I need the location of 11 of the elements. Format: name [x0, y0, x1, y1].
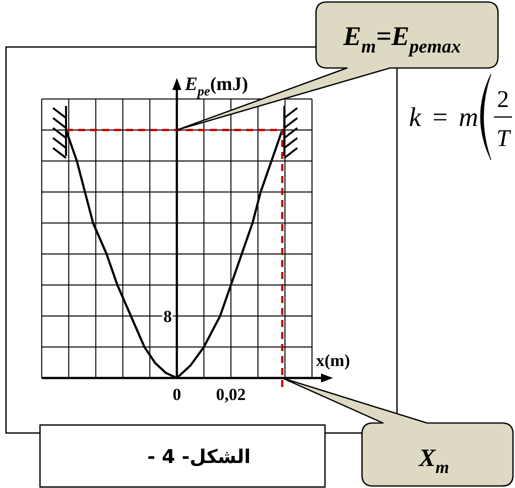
annotation: 2: [497, 87, 509, 113]
annotation: الشكل- 4 -: [147, 446, 251, 468]
annotation: T: [496, 126, 510, 152]
annotation: X$_{m}$: [418, 445, 450, 477]
annotation: 8: [163, 307, 172, 326]
annotation: E$_{m}$=E$_{pemax}$: [343, 21, 461, 58]
x-axis-title: x(m): [316, 351, 350, 370]
y-axis-title: E$_{pe}$(mJ): [184, 74, 248, 98]
x-tick-label: 0,02: [216, 385, 246, 404]
x-tick-label: 0: [172, 385, 182, 404]
annotation: k = m: [409, 102, 478, 132]
